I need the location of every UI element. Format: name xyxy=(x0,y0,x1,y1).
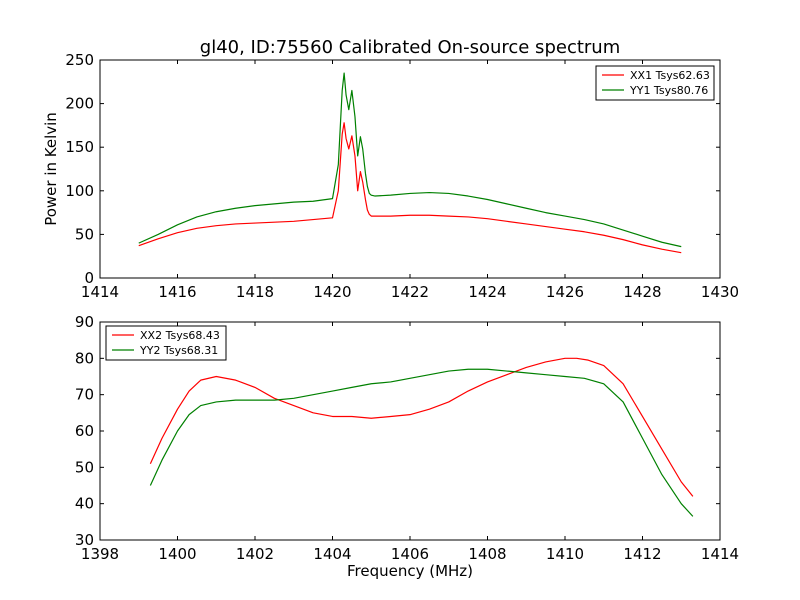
bottom-series-line-2 xyxy=(149,368,694,517)
bottom-x-tick-label: 1404 xyxy=(313,545,351,563)
figure-title: gl40, ID:75560 Calibrated On-source spec… xyxy=(200,37,620,58)
top-series-line-2 xyxy=(138,72,682,248)
top-y-tick-label: 50 xyxy=(75,225,94,243)
top-x-tick-label: 1422 xyxy=(391,283,429,301)
top-y-tick-label: 150 xyxy=(65,138,94,156)
bottom-y-tick-label: 70 xyxy=(75,386,94,404)
top-x-tick-label: 1418 xyxy=(236,283,274,301)
bottom-y-tick-label: 30 xyxy=(75,531,94,549)
bottom-x-tick-label: 1400 xyxy=(158,545,196,563)
top-x-tick-label: 1430 xyxy=(701,283,739,301)
top-y-tick-label: 200 xyxy=(65,95,94,113)
bottom-y-tick-label: 60 xyxy=(75,422,94,440)
top-x-tick-label: 1420 xyxy=(313,283,351,301)
bottom-y-tick-label: 50 xyxy=(75,458,94,476)
bottom-legend xyxy=(105,325,227,361)
bottom-y-tick-label: 80 xyxy=(75,349,94,367)
top-y-axis-label: Power in Kelvin xyxy=(42,112,60,226)
top-x-tick-label: 1424 xyxy=(468,283,506,301)
bottom-panel: 1398 1400 1402 1404 1406 1408 1410 1412 1414 30 40… xyxy=(75,313,739,580)
bottom-legend-label: YY2 Tsys68.31 xyxy=(139,344,218,357)
bottom-x-tick-label: 1402 xyxy=(236,545,274,563)
bottom-x-tick-label: 1410 xyxy=(546,545,584,563)
bottom-y-tick-label: 40 xyxy=(75,495,94,513)
top-y-tick-label: 250 xyxy=(65,51,94,69)
top-x-tick-label: 1428 xyxy=(623,283,661,301)
bottom-x-tick-label: 1406 xyxy=(391,545,429,563)
bottom-x-axis-label: Frequency (MHz) xyxy=(347,562,473,580)
bottom-x-tick-label: 1398 xyxy=(81,545,119,563)
top-legend-label: YY1 Tsys80.76 xyxy=(629,84,708,97)
top-panel: 1414 1416 1418 1420 1422 1424 1426 1428 1430 0 50 1… xyxy=(42,51,739,301)
top-y-tick-label: 0 xyxy=(84,269,94,287)
top-legend-label: XX1 Tsys62.63 xyxy=(630,69,710,82)
top-series-line-1 xyxy=(138,122,682,254)
bottom-x-tick-label: 1412 xyxy=(623,545,661,563)
top-y-tick-label: 100 xyxy=(65,182,94,200)
bottom-y-tick-label: 90 xyxy=(75,313,94,331)
bottom-series-line-1 xyxy=(149,357,694,497)
bottom-x-tick-label: 1408 xyxy=(468,545,506,563)
top-legend xyxy=(595,65,715,101)
top-x-tick-label: 1414 xyxy=(81,283,119,301)
top-x-tick-label: 1426 xyxy=(546,283,584,301)
bottom-x-tick-label: 1414 xyxy=(701,545,739,563)
top-x-tick-label: 1416 xyxy=(158,283,196,301)
bottom-legend-label: XX2 Tsys68.43 xyxy=(140,329,220,342)
